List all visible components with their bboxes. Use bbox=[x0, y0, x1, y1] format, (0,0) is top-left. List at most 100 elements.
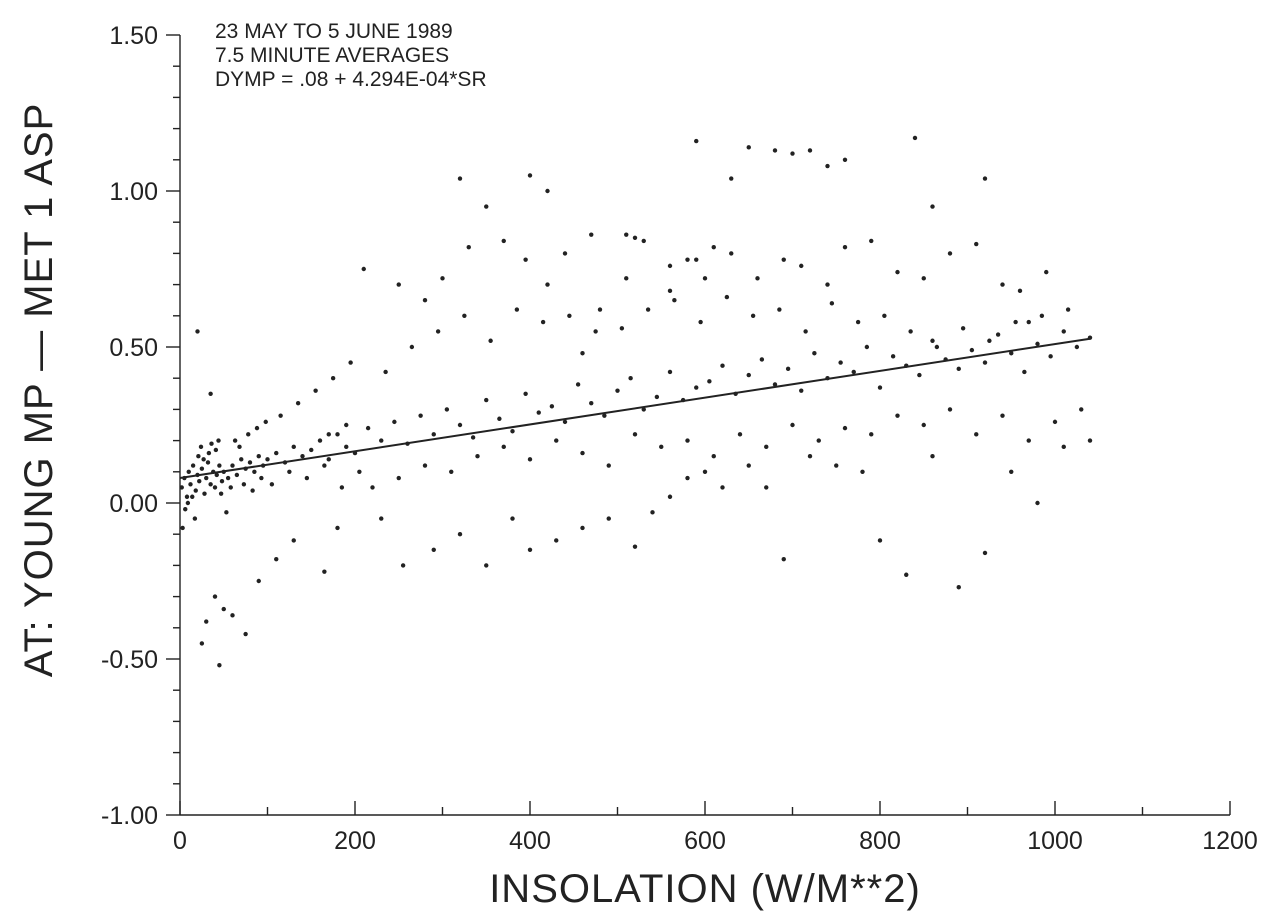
data-point bbox=[269, 482, 275, 487]
data-point bbox=[501, 238, 506, 244]
data-point bbox=[228, 485, 233, 490]
x-tick-label: 1000 bbox=[1027, 827, 1083, 855]
data-point bbox=[523, 257, 528, 262]
data-point bbox=[772, 382, 778, 387]
annotation-averaging: 7.5 MINUTE AVERAGES bbox=[215, 44, 449, 67]
data-point bbox=[313, 388, 318, 393]
data-point bbox=[201, 457, 206, 462]
data-point bbox=[440, 276, 445, 281]
data-point bbox=[422, 298, 428, 303]
data-point bbox=[208, 391, 213, 396]
data-point bbox=[650, 510, 655, 515]
data-point bbox=[357, 469, 362, 474]
data-point bbox=[667, 263, 673, 269]
data-point bbox=[597, 307, 603, 312]
data-point bbox=[449, 469, 454, 474]
data-point bbox=[711, 454, 716, 459]
data-point bbox=[930, 204, 935, 209]
data-point bbox=[545, 282, 550, 287]
data-point bbox=[180, 525, 185, 531]
data-point bbox=[654, 394, 660, 400]
data-point bbox=[772, 148, 778, 153]
data-point bbox=[554, 438, 559, 443]
data-point bbox=[895, 269, 900, 275]
data-point bbox=[205, 460, 211, 465]
data-point bbox=[969, 347, 975, 353]
x-tick-label: 600 bbox=[684, 827, 726, 855]
data-point bbox=[702, 276, 708, 281]
data-point bbox=[217, 663, 222, 668]
regression-line-group bbox=[179, 337, 1091, 480]
data-point bbox=[1017, 288, 1023, 294]
data-point bbox=[208, 482, 213, 487]
data-point bbox=[204, 619, 209, 624]
data-point bbox=[974, 241, 979, 247]
data-point bbox=[196, 454, 201, 459]
data-point bbox=[694, 257, 699, 262]
data-point bbox=[790, 151, 795, 156]
data-point bbox=[383, 369, 388, 375]
data-point bbox=[855, 319, 861, 325]
data-point bbox=[256, 578, 261, 584]
data-point bbox=[785, 366, 791, 372]
y-tick-label: 1.00 bbox=[109, 178, 158, 206]
data-point bbox=[890, 354, 896, 359]
data-point bbox=[632, 432, 638, 437]
data-point bbox=[335, 525, 340, 531]
data-point bbox=[619, 326, 625, 331]
data-point bbox=[615, 388, 620, 393]
data-point bbox=[947, 251, 953, 256]
data-point bbox=[322, 463, 327, 468]
data-point bbox=[291, 444, 296, 450]
data-point bbox=[179, 485, 184, 490]
data-point bbox=[304, 475, 310, 481]
data-point bbox=[930, 454, 935, 459]
data-point bbox=[527, 457, 533, 462]
data-point bbox=[1044, 269, 1049, 275]
data-point bbox=[746, 463, 751, 468]
data-point bbox=[694, 385, 699, 390]
data-point bbox=[527, 547, 533, 552]
data-point bbox=[422, 463, 428, 468]
data-point bbox=[1000, 413, 1005, 418]
data-point bbox=[466, 244, 471, 250]
data-point bbox=[812, 351, 817, 356]
data-point bbox=[628, 376, 633, 381]
data-point bbox=[339, 485, 345, 490]
data-point bbox=[632, 235, 638, 240]
data-point bbox=[956, 366, 961, 372]
data-point bbox=[908, 329, 913, 334]
data-point bbox=[183, 507, 188, 512]
data-point bbox=[184, 494, 190, 499]
data-point bbox=[234, 472, 240, 478]
data-point bbox=[259, 475, 264, 481]
x-axis-title: INSOLATION (W/M**2) bbox=[489, 867, 921, 911]
data-point bbox=[1074, 344, 1080, 350]
data-point bbox=[934, 344, 940, 350]
data-point bbox=[685, 257, 690, 262]
data-point bbox=[462, 313, 467, 318]
data-point bbox=[829, 301, 835, 306]
data-point bbox=[221, 606, 226, 612]
data-point bbox=[877, 385, 883, 390]
data-point bbox=[250, 488, 255, 493]
x-tick-label: 1200 bbox=[1202, 827, 1258, 855]
data-point bbox=[825, 282, 830, 287]
data-point bbox=[193, 488, 198, 493]
data-point bbox=[370, 485, 375, 490]
data-point bbox=[185, 500, 191, 506]
data-point bbox=[527, 173, 533, 178]
data-point bbox=[750, 313, 756, 318]
data-point bbox=[930, 338, 935, 343]
data-point bbox=[212, 485, 218, 490]
data-point bbox=[1065, 307, 1071, 312]
data-point bbox=[317, 438, 323, 443]
data-point bbox=[287, 469, 292, 474]
data-point bbox=[214, 472, 219, 478]
data-point bbox=[759, 357, 765, 362]
data-point bbox=[974, 432, 979, 437]
data-point bbox=[1048, 354, 1053, 359]
data-point bbox=[816, 438, 821, 443]
data-point bbox=[667, 288, 673, 294]
